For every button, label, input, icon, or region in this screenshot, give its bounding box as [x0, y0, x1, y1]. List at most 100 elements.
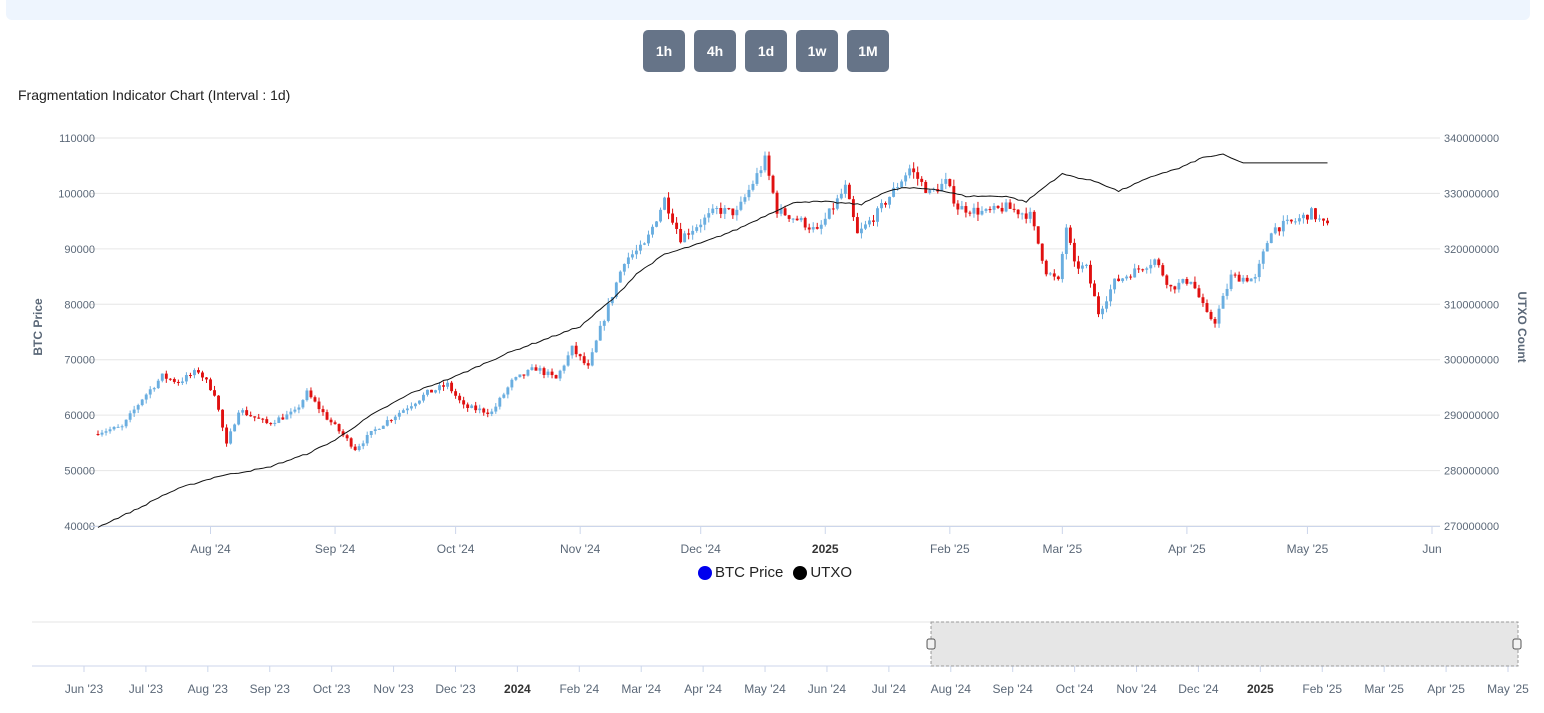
legend-label-utxo: UTXO: [810, 564, 853, 581]
legend-item-btc[interactable]: BTC Price: [698, 564, 783, 581]
candle-body: [727, 208, 731, 210]
candle-body: [458, 395, 462, 401]
interval-1d-button[interactable]: 1d: [745, 30, 787, 72]
candle-body: [827, 208, 831, 219]
candle-body: [618, 271, 622, 283]
navigator-tick-label: Mar '25: [1364, 682, 1404, 696]
candle-body: [1261, 251, 1265, 264]
y-axis-left: 110000 100000 90000 80000 70000 60000 50000 400…: [58, 133, 95, 533]
candle-body: [811, 227, 815, 230]
candle-body: [341, 431, 345, 436]
navigator-tick-label: Dec '24: [1178, 682, 1219, 696]
candle-body: [1213, 319, 1217, 324]
candle-body: [1257, 263, 1261, 278]
candle-body: [582, 356, 586, 364]
x-tick-label: Jun: [1422, 542, 1441, 556]
navigator-right-handle[interactable]: [1512, 638, 1522, 650]
candle-body: [1093, 283, 1096, 297]
candle-body: [1072, 242, 1076, 262]
candle-body: [305, 390, 309, 401]
candle-body: [301, 400, 305, 408]
candle-body: [590, 352, 594, 366]
candle-body: [265, 419, 269, 424]
candle-body: [205, 377, 208, 380]
interval-1h-button[interactable]: 1h: [643, 30, 685, 72]
candle-body: [401, 410, 405, 413]
candle-body: [550, 371, 554, 376]
candle-body: [1301, 214, 1305, 219]
candle-body: [188, 375, 192, 377]
candle-body: [116, 426, 120, 428]
candle-body: [1217, 308, 1221, 324]
x-tick-label: Mar '25: [1043, 542, 1083, 556]
candle-body: [422, 394, 425, 401]
candle-body: [1125, 276, 1129, 279]
candle-body: [723, 208, 727, 214]
navigator-tick-label: Aug '24: [931, 682, 972, 696]
candle-body: [956, 203, 960, 210]
candle-body: [1084, 264, 1088, 266]
candle-body: [281, 417, 285, 420]
y-axis-right-title: UTXO Count: [1515, 291, 1529, 362]
candle-body: [534, 367, 538, 371]
candle-body: [1181, 278, 1185, 283]
candle-body: [317, 401, 321, 410]
interval-1m-button[interactable]: 1M: [847, 30, 889, 72]
candle-body: [562, 365, 566, 371]
utxo-series: [97, 153, 1328, 528]
candle-body: [586, 363, 590, 366]
candle-body: [221, 409, 225, 428]
x-tick-label: Oct '24: [437, 542, 475, 556]
y-left-tick-label: 40000: [64, 521, 95, 533]
candle-body: [337, 424, 341, 432]
candle-body: [1153, 259, 1157, 265]
btc-legend-dot-icon: [698, 565, 712, 580]
utxo-legend-dot-icon: [793, 565, 808, 580]
interval-1w-button[interactable]: 1w: [796, 30, 838, 72]
candle-body: [626, 257, 630, 264]
candle-body: [759, 170, 763, 174]
candle-body: [1060, 253, 1064, 280]
candle-body: [405, 408, 409, 411]
candle-body: [462, 400, 466, 405]
candle-body: [755, 173, 759, 184]
top-banner: [6, 0, 1530, 20]
y-right-tick-label: 290000000: [1444, 410, 1499, 422]
y-right-tick-label: 270000000: [1444, 521, 1499, 533]
legend-item-utxo[interactable]: UTXO: [793, 564, 852, 581]
candle-body: [920, 178, 924, 182]
candle-body: [1117, 278, 1121, 282]
navigator-left-handle[interactable]: [926, 638, 936, 650]
candle-body: [711, 208, 715, 214]
candle-body: [570, 345, 574, 356]
candle-body: [164, 373, 168, 379]
candle-body: [269, 423, 273, 425]
candle-body: [1068, 227, 1072, 243]
candle-body: [1197, 288, 1201, 298]
candle-body: [606, 303, 610, 321]
candle-body: [526, 369, 530, 376]
candle-body: [775, 192, 779, 214]
x-tick-label: Sep '24: [315, 542, 356, 556]
candle-body: [707, 213, 711, 218]
interval-4h-button[interactable]: 4h: [694, 30, 736, 72]
candle-body: [703, 217, 707, 225]
candle-body: [960, 206, 964, 210]
candle-body: [1101, 308, 1104, 315]
candle-body: [454, 391, 458, 396]
candle-body: [385, 420, 389, 426]
navigator-selection-mask[interactable]: [930, 621, 1519, 667]
candle-body: [1141, 269, 1145, 271]
candle-body: [643, 243, 646, 245]
candle-body: [916, 172, 920, 179]
candle-body: [683, 233, 687, 243]
candle-body: [522, 374, 526, 376]
candle-body: [518, 374, 522, 378]
y-left-tick-label: 90000: [64, 244, 95, 256]
navigator-tick-label: 2024: [504, 682, 531, 696]
candle-body: [160, 373, 164, 381]
candle-body: [908, 168, 912, 176]
candle-body: [1089, 264, 1092, 284]
candle-body: [763, 155, 767, 171]
candle-body: [1004, 202, 1008, 212]
